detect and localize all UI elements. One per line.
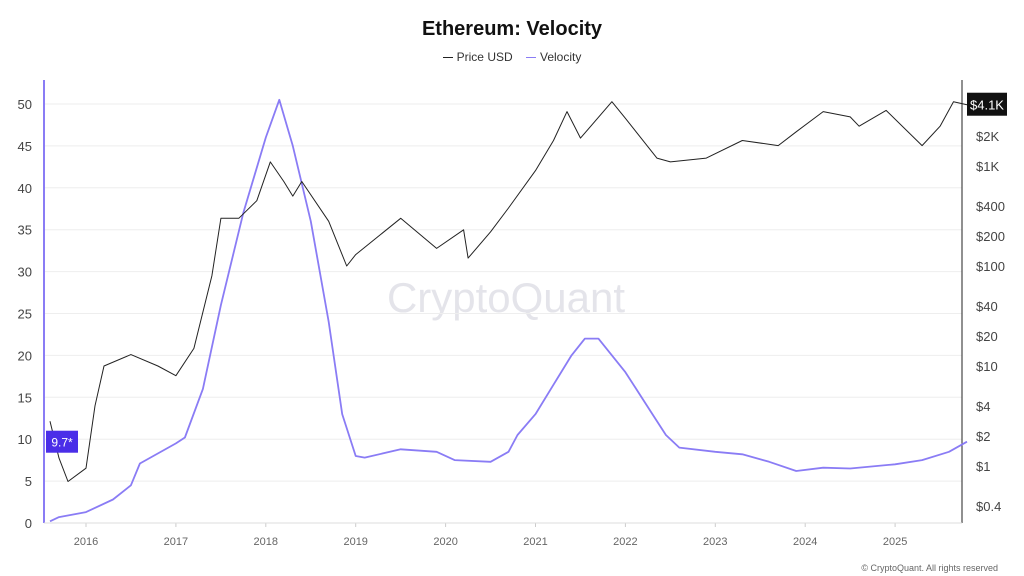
y-right-tick-label: $1K bbox=[976, 159, 999, 174]
y-right-tick-label: $4 bbox=[976, 399, 990, 414]
price-line bbox=[49, 101, 968, 482]
y-left-tick-label: 5 bbox=[25, 474, 32, 489]
velocity-line bbox=[49, 98, 968, 523]
x-tick-label: 2025 bbox=[883, 536, 907, 548]
copyright: © CryptoQuant. All rights reserved bbox=[861, 563, 998, 573]
y-right-tick-label: $100 bbox=[976, 259, 1005, 274]
x-tick-label: 2020 bbox=[433, 536, 457, 548]
legend-item-velocity[interactable]: Velocity bbox=[526, 50, 581, 64]
x-tick-label: 2019 bbox=[343, 536, 367, 548]
legend-item-price[interactable]: Price USD bbox=[442, 50, 513, 64]
chart-title: Ethereum: Velocity bbox=[421, 18, 603, 40]
y-right-tick-label: $10 bbox=[976, 359, 998, 374]
legend-label-price: Price USD bbox=[456, 50, 513, 64]
velocity-current-badge bbox=[46, 430, 78, 453]
x-tick-label: 2018 bbox=[254, 536, 278, 548]
price-current-badge bbox=[967, 92, 1007, 116]
legend: Price USD Velocity bbox=[0, 50, 1024, 64]
y-left-tick-label: 15 bbox=[18, 390, 32, 405]
legend-label-velocity: Velocity bbox=[540, 50, 582, 64]
y-left-tick-label: 50 bbox=[18, 97, 32, 112]
y-left-tick-label: 10 bbox=[18, 432, 32, 447]
price-current-label: $4.1K bbox=[970, 98, 1004, 113]
x-tick-label: 2016 bbox=[74, 536, 98, 548]
y-right-tick-label: $20 bbox=[976, 329, 998, 344]
y-left-tick-label: 0 bbox=[25, 516, 32, 531]
y-right-tick-label: $200 bbox=[976, 229, 1005, 244]
y-right-tick-label: $2K bbox=[976, 129, 999, 144]
y-right-tick-label: $2 bbox=[976, 429, 990, 444]
y-left-tick-label: 25 bbox=[18, 307, 32, 322]
velocity-current-label: 9.7* bbox=[51, 436, 73, 450]
y-right-tick-label: $0.4 bbox=[976, 499, 1001, 514]
x-tick-label: 2021 bbox=[523, 536, 547, 548]
y-left-tick-label: 45 bbox=[18, 139, 32, 154]
y-left-tick-label: 40 bbox=[18, 181, 32, 196]
x-tick-label: 2022 bbox=[613, 536, 637, 548]
y-left-tick-label: 35 bbox=[18, 223, 32, 238]
x-tick-label: 2023 bbox=[703, 536, 727, 548]
y-right-tick-label: $400 bbox=[976, 199, 1005, 214]
y-left-tick-label: 30 bbox=[18, 265, 32, 280]
x-tick-label: 2017 bbox=[164, 536, 188, 548]
y-right-tick-label: $40 bbox=[976, 299, 998, 314]
x-tick-label: 2024 bbox=[793, 536, 817, 548]
y-left-tick-label: 20 bbox=[18, 348, 32, 363]
y-right-tick-label: $1 bbox=[976, 459, 990, 474]
